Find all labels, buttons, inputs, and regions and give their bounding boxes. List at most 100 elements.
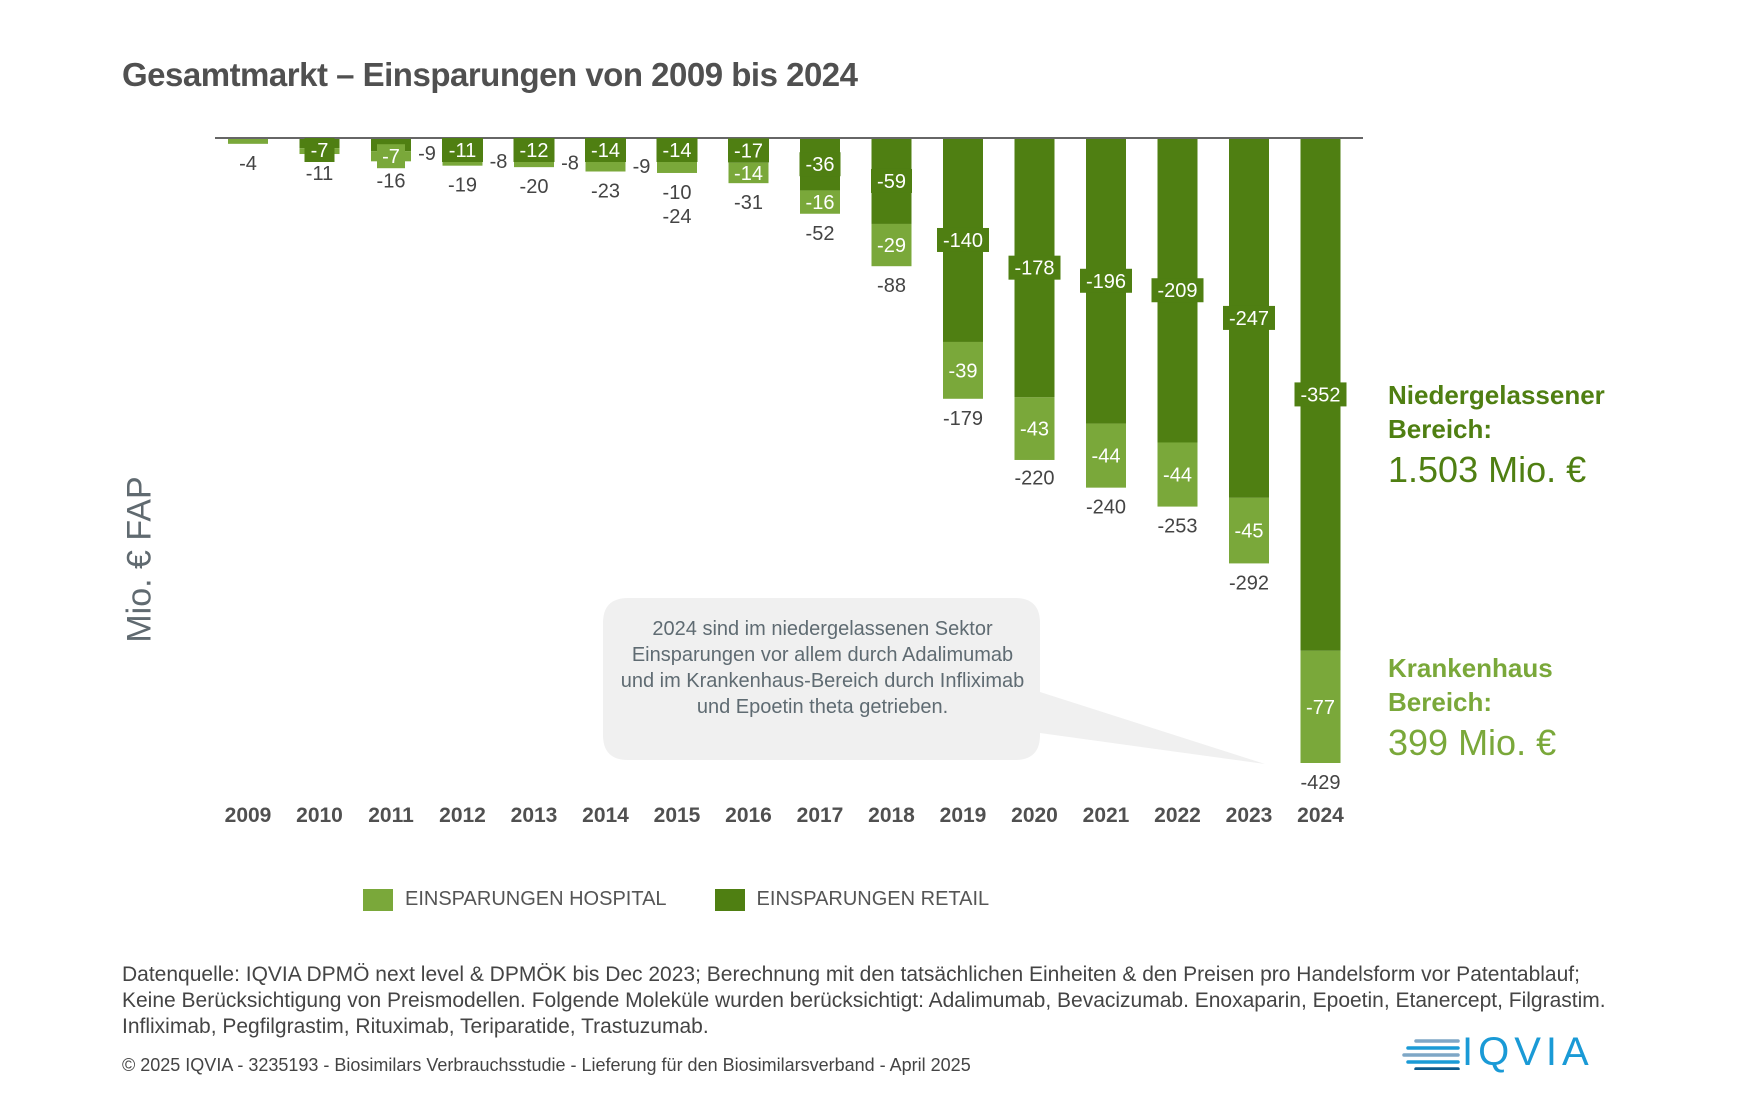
retail-summary: Niedergelassener Bereich: 1.503 Mio. € xyxy=(1388,378,1628,494)
label-retail-2018: -59 xyxy=(877,171,906,193)
label-retail-2022: -209 xyxy=(1157,280,1197,302)
label-box-retail-2016 xyxy=(728,138,769,163)
label-box-retail-2013 xyxy=(513,138,555,162)
copyright-note: © 2025 IQVIA - 3235193 - Biosimilars Ver… xyxy=(122,1055,971,1075)
bar-hospital-2018 xyxy=(871,223,912,267)
label-total-2017: -52 xyxy=(806,223,835,245)
label-hospital-2011: -7 xyxy=(382,146,400,168)
label-box-retail-2014 xyxy=(585,138,626,162)
hospital-summary-value: 399 Mio. € xyxy=(1388,722,1557,763)
iqvia-logo-icon xyxy=(1402,1038,1460,1070)
label-total-2012: -19 xyxy=(448,175,477,197)
label-total-2020: -220 xyxy=(1014,468,1054,490)
x-tick-2017: 2017 xyxy=(797,804,844,827)
label-box-retail-2023 xyxy=(1223,305,1275,330)
label-box-retail-2012 xyxy=(442,138,483,162)
bar-hospital-2015 xyxy=(657,158,697,173)
bar-hospital-2019 xyxy=(943,341,983,399)
label-box-retail-2018 xyxy=(871,168,912,193)
x-tick-2023: 2023 xyxy=(1226,804,1273,827)
legend-item-hospital: EINSPARUNGEN HOSPITAL xyxy=(363,888,667,911)
label-hospital-2020: -43 xyxy=(1020,419,1049,441)
bar-hospital-2017 xyxy=(800,190,840,214)
x-tick-2014: 2014 xyxy=(582,804,629,827)
x-tick-2011: 2011 xyxy=(368,804,414,827)
label-retail-2024: -352 xyxy=(1300,384,1340,406)
label-box-retail-2022 xyxy=(1151,278,1204,303)
label-box-retail-2010 xyxy=(304,138,335,162)
chart-legend: EINSPARUNGEN HOSPITAL EINSPARUNGEN RETAI… xyxy=(363,888,1037,911)
x-tick-2010: 2010 xyxy=(296,804,343,827)
label-retail-2020: -178 xyxy=(1014,258,1054,280)
x-tick-2022: 2022 xyxy=(1154,804,1201,827)
label-total-2024: -429 xyxy=(1300,772,1340,794)
bar-hospital-2009 xyxy=(228,138,268,144)
label-retail-2021: -196 xyxy=(1086,271,1126,293)
label-hospital-2015: -10 xyxy=(663,182,692,204)
x-tick-2009: 2009 xyxy=(225,804,272,827)
label-hospital-2022: -44 xyxy=(1163,465,1192,487)
label-total-2016: -31 xyxy=(734,192,763,214)
bar-hospital-2020 xyxy=(1014,397,1055,460)
chart-title: Gesamtmarkt – Einsparungen von 2009 bis … xyxy=(122,56,858,93)
label-total-2022: -253 xyxy=(1157,516,1197,538)
x-tick-2012: 2012 xyxy=(439,804,486,827)
bar-hospital-2021 xyxy=(1086,423,1126,488)
x-tick-2021: 2021 xyxy=(1083,804,1130,827)
hospital-summary-heading: Krankenhaus Bereich: xyxy=(1388,653,1553,717)
legend-item-retail: EINSPARUNGEN RETAIL xyxy=(714,888,989,911)
iqvia-logo-text: IQVIA xyxy=(1462,1030,1594,1074)
retail-summary-value: 1.503 Mio. € xyxy=(1388,449,1587,490)
label-hospital-2021: -44 xyxy=(1092,446,1121,468)
label-box-hospital-2011 xyxy=(377,144,405,169)
x-tick-2019: 2019 xyxy=(940,804,987,827)
label-total-2019: -179 xyxy=(943,408,983,430)
label-hospital-2012: -8 xyxy=(490,151,508,173)
iqvia-logo: IQVIA xyxy=(1400,1030,1594,1075)
label-total-2023: -292 xyxy=(1229,572,1269,594)
label-total-2013: -20 xyxy=(520,176,549,198)
x-tick-2016: 2016 xyxy=(725,804,772,827)
legend-swatch-retail xyxy=(714,888,745,911)
label-total-2021: -240 xyxy=(1086,497,1126,519)
label-hospital-2024: -77 xyxy=(1306,697,1335,719)
label-hospital-2019: -39 xyxy=(949,360,978,382)
label-total-2010: -11 xyxy=(306,163,333,185)
label-retail-2015: -14 xyxy=(663,140,692,162)
label-total-2018: -88 xyxy=(877,275,906,297)
label-box-retail-2021 xyxy=(1080,268,1132,293)
label-hospital-2016: -14 xyxy=(734,163,763,185)
label-box-retail-2024 xyxy=(1294,382,1347,407)
label-retail-2010: -7 xyxy=(311,140,329,162)
bar-hospital-2016 xyxy=(728,162,769,184)
label-box-retail-2019 xyxy=(937,227,989,252)
x-tick-2020: 2020 xyxy=(1011,804,1058,827)
label-total-2015: -24 xyxy=(663,206,692,228)
label-retail-2013: -12 xyxy=(520,140,549,162)
x-tick-2024: 2024 xyxy=(1297,804,1344,827)
retail-summary-heading: Niedergelassener Bereich: xyxy=(1388,380,1605,444)
label-box-retail-2015 xyxy=(656,138,698,162)
label-retail-2012: -11 xyxy=(449,140,476,162)
label-retail-2011: -9 xyxy=(418,143,436,165)
label-total-2009: -4 xyxy=(239,153,257,175)
label-retail-2014: -14 xyxy=(591,140,620,162)
x-tick-2013: 2013 xyxy=(511,804,558,827)
bar-hospital-2022 xyxy=(1157,442,1198,507)
hospital-summary: Krankenhaus Bereich: 399 Mio. € xyxy=(1388,651,1556,767)
data-source-note: Datenquelle: IQVIA DPMÖ next level & DPM… xyxy=(122,963,1606,1038)
label-total-2014: -23 xyxy=(591,181,620,203)
callout-bubble xyxy=(603,598,1265,764)
callout-text: 2024 sind im niedergelassenen Sektor Ein… xyxy=(620,618,1025,718)
label-retail-2017: -36 xyxy=(806,154,835,176)
label-retail-2019: -140 xyxy=(943,230,983,252)
legend-swatch-hospital xyxy=(363,888,393,911)
x-tick-2018: 2018 xyxy=(868,804,915,827)
label-total-2011: -16 xyxy=(377,170,406,192)
bar-hospital-2024 xyxy=(1300,650,1341,763)
x-tick-2015: 2015 xyxy=(654,804,701,827)
label-box-retail-2020 xyxy=(1008,255,1061,280)
label-hospital-2018: -29 xyxy=(877,235,906,257)
label-box-retail-2017 xyxy=(799,152,841,177)
